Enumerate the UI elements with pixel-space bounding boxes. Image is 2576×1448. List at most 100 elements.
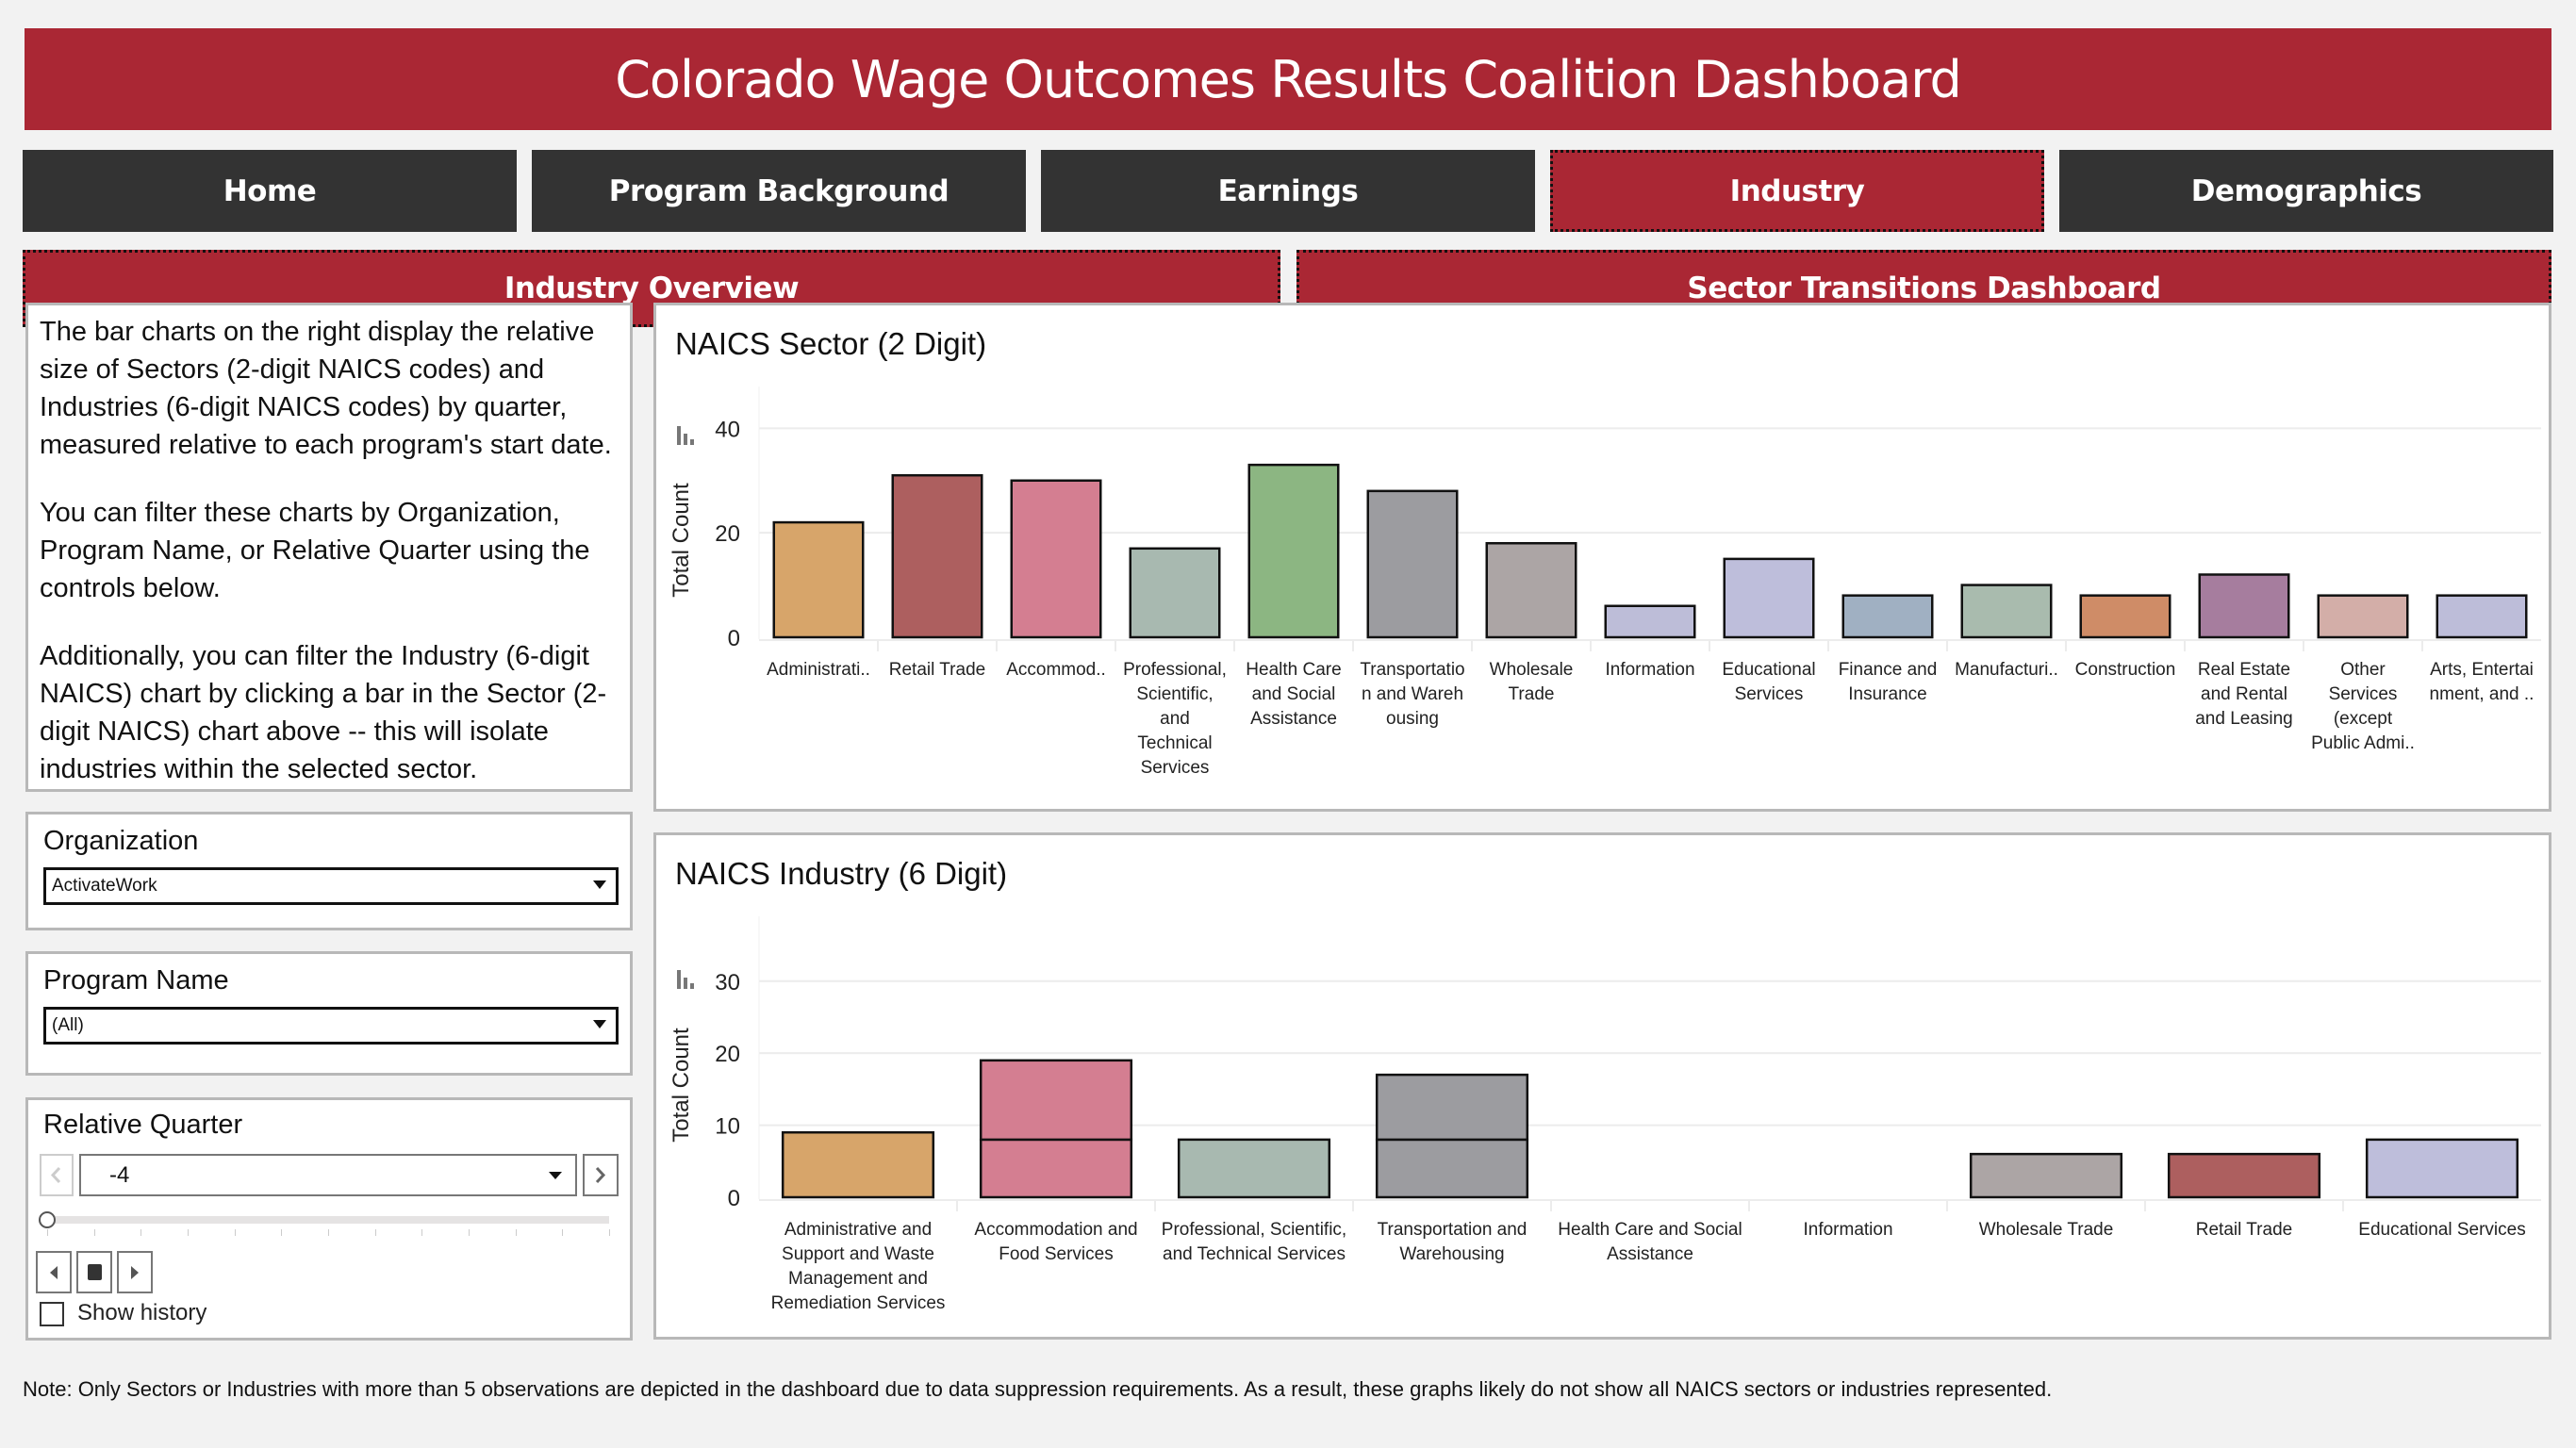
slider-tick	[234, 1229, 236, 1236]
x-tick-label: Information	[1803, 1220, 1892, 1240]
x-tick-label-line: Support and Waste	[782, 1244, 934, 1264]
chevron-right-icon	[595, 1166, 606, 1184]
previous-value-button[interactable]	[40, 1154, 74, 1196]
bar-2-0[interactable]	[1010, 479, 1102, 639]
x-tick-label-line: Educational Services	[2358, 1220, 2525, 1240]
stop-button[interactable]	[76, 1251, 112, 1293]
slider-tick	[281, 1229, 283, 1236]
slider-tick	[140, 1229, 142, 1236]
x-tick-label-line: Remediation Services	[771, 1293, 946, 1313]
x-tick-label-line: (except	[2334, 709, 2393, 729]
bar-3-0[interactable]	[1129, 547, 1221, 639]
bar-13-0[interactable]	[2317, 594, 2409, 639]
sort-icon	[677, 426, 694, 445]
stop-icon	[87, 1264, 102, 1280]
bar-5-0[interactable]	[1366, 489, 1459, 639]
bar-8-0[interactable]	[2365, 1138, 2519, 1199]
bar-1-0[interactable]	[979, 1138, 1133, 1199]
bar-12-0[interactable]	[2198, 573, 2290, 639]
bar-10-0[interactable]	[1960, 584, 2053, 639]
x-tick-label: Accommod..	[1006, 660, 1106, 680]
x-tick-label: Retail Trade	[2196, 1220, 2292, 1240]
y-tick-label: 40	[715, 417, 740, 442]
x-tick-label-line: Warehousing	[1399, 1244, 1504, 1264]
y-tick-label: 0	[728, 626, 740, 651]
x-tick-label-line: and Leasing	[2195, 709, 2293, 729]
x-tick-label-line: Wholesale Trade	[1979, 1220, 2114, 1240]
x-tick-label: Real Estate and Rental and Leasing	[2195, 660, 2293, 729]
slider-tick	[93, 1229, 95, 1236]
program-value: (All)	[52, 1015, 84, 1035]
x-tick-label-line: Assistance	[1250, 709, 1337, 729]
bar-14-0[interactable]	[2436, 594, 2528, 639]
slider-tick	[562, 1229, 564, 1236]
quarter-slider-thumb[interactable]	[39, 1211, 56, 1228]
play-backward-button[interactable]	[36, 1251, 72, 1293]
play-forward-button[interactable]	[117, 1251, 153, 1293]
bar-4-0[interactable]	[1247, 463, 1340, 639]
slider-tick	[469, 1229, 470, 1236]
x-tick-label-line: Retail Trade	[2196, 1220, 2292, 1240]
bar-1-1[interactable]	[979, 1059, 1133, 1142]
x-tick-label: Other Services (except Public Admi..	[2311, 660, 2415, 753]
slider-tick	[374, 1229, 376, 1236]
sort-icon	[677, 970, 694, 989]
x-tick-label-line: Administrati..	[767, 660, 870, 680]
x-tick-label-line: Information	[1803, 1220, 1892, 1240]
relative-quarter-label: Relative Quarter	[43, 1110, 243, 1140]
nav-program-background[interactable]: Program Background	[532, 150, 1026, 232]
intro-paragraph-1: The bar charts on the right display the …	[40, 317, 612, 460]
show-history-checkbox[interactable]	[40, 1302, 64, 1326]
bar-2-0[interactable]	[1177, 1138, 1331, 1199]
x-tick-label-line: and Rental	[2201, 684, 2287, 704]
x-tick-label-line: Arts, Entertai	[2430, 660, 2534, 680]
bar-8-0[interactable]	[1723, 557, 1815, 639]
nav-earnings[interactable]: Earnings	[1041, 150, 1535, 232]
suppression-note: Note: Only Sectors or Industries with mo…	[23, 1377, 2053, 1401]
nav-industry[interactable]: Industry	[1550, 150, 2044, 232]
bar-6-0[interactable]	[1969, 1152, 2123, 1199]
bar-9-0[interactable]	[1841, 594, 1934, 639]
x-tick-label: Transportation and Warehousing	[1378, 1220, 1527, 1264]
quarter-dropdown[interactable]: -4	[79, 1154, 577, 1196]
caret-down-icon	[549, 1172, 562, 1179]
slider-ticks	[47, 1229, 613, 1237]
y-tick-label: 30	[715, 970, 740, 996]
next-value-button[interactable]	[583, 1154, 619, 1196]
x-tick-label: Wholesale Trade	[1979, 1220, 2114, 1240]
x-tick-label-line: Finance and	[1839, 660, 1938, 680]
program-dropdown[interactable]: (All)	[43, 1007, 619, 1045]
bar-1-0[interactable]	[891, 473, 983, 639]
quarter-slider-track[interactable]	[43, 1216, 609, 1224]
x-tick-label-line: Management and	[788, 1269, 928, 1289]
bar-6-0[interactable]	[1485, 542, 1577, 639]
nav-demographics[interactable]: Demographics	[2059, 150, 2553, 232]
x-tick-label: Administrati..	[767, 660, 870, 680]
bar-0-0[interactable]	[772, 520, 865, 639]
x-tick-label-line: Public Admi..	[2311, 733, 2415, 753]
bar-7-0[interactable]	[1604, 604, 1696, 639]
sort-icon-bar	[690, 983, 694, 989]
organization-value: ActivateWork	[52, 876, 157, 896]
nav-home[interactable]: Home	[23, 150, 517, 232]
x-tick-label-line: nment, and ..	[2430, 684, 2535, 704]
x-tick-label-line: Information	[1605, 660, 1694, 680]
x-tick-label: Educational Services	[2358, 1220, 2525, 1240]
x-tick-label-line: Educational	[1722, 660, 1815, 680]
x-tick-label: Administrative and Support and Waste Manag…	[771, 1220, 946, 1313]
organization-dropdown[interactable]: ActivateWork	[43, 867, 619, 905]
industry-chart-panel: NAICS Industry (6 Digit) 0 10 20 30 Total Co…	[653, 832, 2551, 1340]
bar-0-0[interactable]	[781, 1130, 935, 1199]
bar-3-0[interactable]	[1375, 1138, 1529, 1199]
bar-11-0[interactable]	[2079, 594, 2171, 639]
x-tick-label: Professional, Scientific, and Technical S…	[1162, 1220, 1346, 1264]
x-tick-label: Manufacturi..	[1955, 660, 2058, 680]
sort-icon-bar	[684, 978, 687, 989]
dashboard-title: Colorado Wage Outcomes Results Coalition…	[25, 28, 2551, 130]
bar-7-0[interactable]	[2167, 1152, 2321, 1199]
x-tick-label: Educational Services	[1722, 660, 1815, 704]
x-tick-label-line: Insurance	[1848, 684, 1926, 704]
program-label: Program Name	[43, 965, 229, 996]
bar-3-1[interactable]	[1375, 1073, 1529, 1142]
x-tick-label-line: Accommodation and	[974, 1220, 1137, 1240]
